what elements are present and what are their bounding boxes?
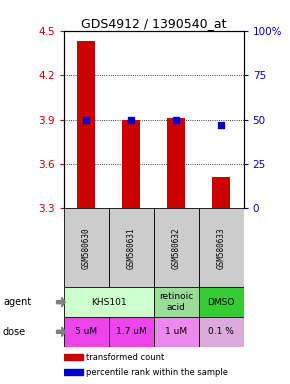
Text: KHS101: KHS101: [91, 298, 126, 307]
Bar: [154, 317, 199, 347]
Text: GSM580630: GSM580630: [82, 227, 91, 269]
Bar: [77, 41, 95, 209]
Bar: [109, 317, 154, 347]
Text: DMSO: DMSO: [207, 298, 235, 307]
Bar: [64, 354, 83, 360]
Text: transformed count: transformed count: [86, 353, 165, 361]
Text: dose: dose: [3, 327, 26, 337]
Text: agent: agent: [3, 297, 31, 307]
Text: percentile rank within the sample: percentile rank within the sample: [86, 367, 229, 377]
Title: GDS4912 / 1390540_at: GDS4912 / 1390540_at: [81, 17, 226, 30]
Bar: [109, 209, 154, 287]
Bar: [64, 369, 83, 375]
Bar: [64, 287, 154, 317]
Bar: [64, 209, 109, 287]
Bar: [199, 209, 244, 287]
Bar: [199, 317, 244, 347]
Bar: [64, 317, 109, 347]
Point: [84, 116, 89, 122]
Text: 0.1 %: 0.1 %: [208, 327, 234, 336]
Text: retinoic
acid: retinoic acid: [159, 293, 193, 312]
Text: 1.7 uM: 1.7 uM: [116, 327, 147, 336]
Bar: [167, 118, 185, 209]
Text: GSM580633: GSM580633: [217, 227, 226, 269]
Bar: [212, 177, 230, 209]
Point: [219, 122, 224, 128]
Text: GSM580631: GSM580631: [127, 227, 136, 269]
Bar: [122, 119, 140, 209]
Point: [129, 116, 134, 122]
Text: 5 uM: 5 uM: [75, 327, 97, 336]
Bar: [154, 287, 199, 317]
Bar: [154, 209, 199, 287]
Point: [174, 116, 179, 122]
Bar: [199, 287, 244, 317]
Text: GSM580632: GSM580632: [172, 227, 181, 269]
Text: 1 uM: 1 uM: [165, 327, 187, 336]
